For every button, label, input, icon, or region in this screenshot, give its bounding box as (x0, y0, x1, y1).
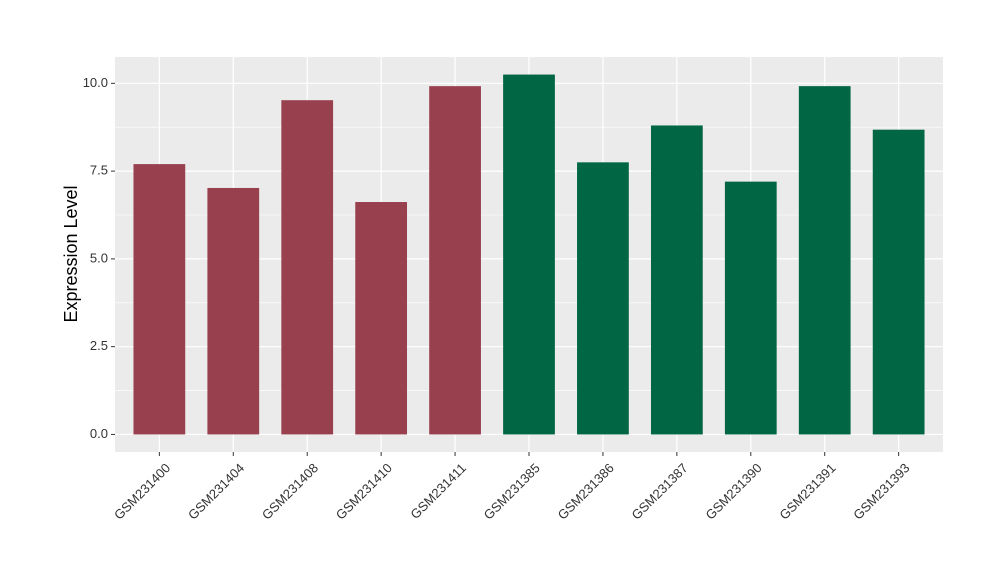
y-tick-label: 5.0 (90, 250, 108, 265)
x-tick-label: GSM231408 (259, 460, 321, 522)
x-tick-label: GSM231410 (333, 460, 395, 522)
y-tick-label: 0.0 (90, 426, 108, 441)
y-tick-label: 7.5 (90, 163, 108, 178)
x-tick-label: GSM231400 (111, 460, 173, 522)
bar-GSM231385 (503, 74, 555, 435)
x-axis: GSM231400 GSM231404 GSM231408 GSM231410 GSM2… (111, 452, 913, 523)
x-tick-label: GSM231386 (555, 460, 617, 522)
bar-GSM231390 (724, 181, 777, 435)
y-axis: 0.0 2.5 5.0 7.5 10.0 (83, 75, 115, 441)
bar-GSM231404 (207, 187, 260, 435)
bar-GSM231387 (650, 125, 703, 435)
x-tick-label: GSM231385 (481, 460, 543, 522)
y-axis-title: Expression Level (61, 185, 81, 322)
bar-GSM231411 (429, 86, 481, 435)
bar-GSM231391 (798, 86, 851, 435)
bars (133, 74, 925, 435)
x-tick-label: GSM231390 (702, 460, 764, 522)
x-tick-label: GSM231411 (407, 460, 469, 522)
y-tick-label: 10.0 (83, 75, 108, 90)
bar-GSM231410 (355, 202, 408, 435)
x-tick-label: GSM231387 (629, 460, 691, 522)
x-tick-label: GSM231404 (185, 460, 247, 522)
bar-GSM231408 (281, 100, 334, 435)
bar-GSM231386 (577, 162, 629, 435)
x-tick-label: GSM231391 (776, 460, 838, 522)
y-tick-label: 2.5 (90, 338, 108, 353)
bar-GSM231393 (872, 129, 925, 435)
bar-GSM231400 (133, 164, 186, 435)
x-tick-label: GSM231393 (850, 460, 912, 522)
